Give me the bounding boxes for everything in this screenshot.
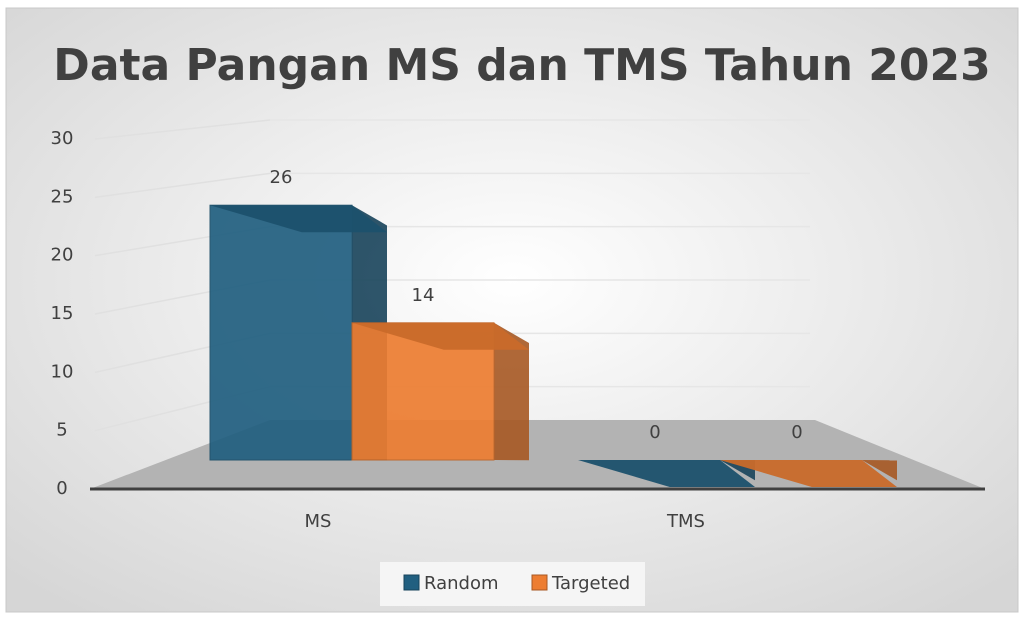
bar [209,204,353,461]
value-label: 0 [649,422,660,443]
y-tick-label: 10 [51,361,74,382]
grid-line [94,119,271,140]
legend-label: Random [424,573,499,594]
legend-label: Targeted [551,573,630,594]
y-tick-label: 0 [56,478,67,499]
chart-background [5,7,1019,613]
bar-side [494,322,529,461]
legend [380,562,645,606]
legend-swatch [531,574,548,591]
bar-top [210,205,387,233]
y-tick-label: 30 [51,128,74,149]
legend-swatch [403,574,420,591]
bar-top [352,322,529,350]
x-tick-label: MS [305,511,332,532]
bar-side [862,460,897,481]
grid-line [94,172,271,199]
value-label: 14 [412,285,435,306]
x-tick-label: TMS [666,511,705,532]
value-label: 26 [270,167,293,188]
y-tick-label: 25 [51,186,74,207]
chart-title: Data Pangan MS dan TMS Tahun 2023 [53,40,990,91]
value-label: 0 [791,422,802,443]
y-tick-label: 5 [56,420,67,441]
bar-top [720,460,897,487]
y-tick-label: 20 [51,245,74,266]
y-tick-label: 15 [51,303,74,324]
bar-top [578,460,755,487]
